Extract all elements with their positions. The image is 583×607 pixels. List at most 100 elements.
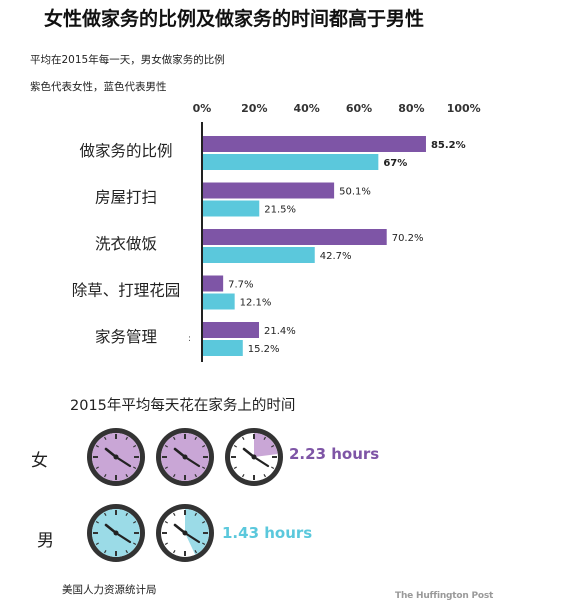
category-label: 做家务的比例 (79, 142, 172, 160)
clock-tick (133, 542, 137, 546)
clock-tick (125, 512, 129, 516)
data-label: 85.2% (431, 140, 466, 151)
clock-pictogram (87, 428, 283, 562)
category-label: 洗衣做饭 (95, 235, 157, 253)
stray-mark: : (188, 334, 192, 344)
clock-tick (133, 444, 137, 448)
clock-center (113, 454, 119, 460)
clock-center (182, 454, 188, 460)
data-label: 21.4% (264, 326, 296, 337)
male-label: 男 (37, 531, 54, 551)
data-label: 42.7% (320, 251, 352, 262)
clock-tick (241, 436, 245, 440)
clock-tick (202, 542, 206, 546)
clock-minute-hand (114, 531, 132, 544)
clock-tick (125, 436, 129, 440)
clock-tick (172, 512, 176, 516)
clock-center (251, 454, 257, 460)
clock-tick (241, 474, 245, 478)
clock-icon (225, 428, 283, 486)
x-tick-label: 80% (398, 102, 424, 115)
clock-tick (172, 550, 176, 554)
chart-title: 女性做家务的比例及做家务的时间都高于男性 (44, 8, 425, 30)
clock-tick (271, 444, 275, 448)
male-hours: 1.43 hours (222, 524, 313, 542)
clock-icon (87, 428, 145, 486)
clock-tick (164, 466, 168, 470)
bar (203, 229, 387, 245)
clock-tick (271, 466, 275, 470)
clock-tick (103, 512, 107, 516)
x-tick-label: 0% (193, 102, 212, 115)
bar (203, 322, 260, 338)
clock-tick (95, 444, 99, 448)
bar (203, 136, 426, 152)
clock-minute-hand (114, 455, 132, 468)
clock-tick (103, 436, 107, 440)
clock-tick (95, 542, 99, 546)
bar (203, 182, 335, 199)
clock-tick (164, 444, 168, 448)
clock-minute-hand (183, 455, 201, 468)
color-legend-note: 紫色代表女性，蓝色代表男性 (30, 81, 167, 93)
clock-tick (194, 512, 198, 516)
clock-tick (202, 444, 206, 448)
data-label: 7.7% (228, 280, 253, 291)
data-label: 15.2% (248, 344, 280, 355)
clock-tick (172, 436, 176, 440)
clock-fill-wedge (254, 433, 278, 457)
category-label: 除草、打理花园 (72, 282, 181, 300)
clock-tick (103, 550, 107, 554)
bar (203, 293, 235, 310)
clock-tick (202, 466, 206, 470)
clock-minute-hand (183, 531, 201, 544)
x-tick-label: 40% (294, 102, 320, 115)
clock-center (113, 530, 119, 536)
clock-tick (233, 444, 237, 448)
clock-center (182, 530, 188, 536)
clock-tick (95, 466, 99, 470)
bar (203, 200, 260, 217)
female-hours: 2.23 hours (289, 445, 380, 463)
clock-tick (125, 474, 129, 478)
clock-tick (125, 550, 129, 554)
clock-icon (156, 504, 214, 562)
clock-tick (194, 474, 198, 478)
clock-tick (172, 474, 176, 478)
publisher-credit: The Huffington Post (395, 591, 494, 601)
clock-tick (194, 436, 198, 440)
data-label: 21.5% (264, 205, 296, 216)
clock-tick (133, 520, 137, 524)
data-label: 70.2% (392, 233, 424, 244)
x-tick-label: 60% (346, 102, 372, 115)
clock-tick (202, 520, 206, 524)
clock-tick (133, 466, 137, 470)
clock-tick (233, 466, 237, 470)
time-section-title: 2015年平均每天花在家务上的时间 (70, 398, 296, 414)
bar (203, 275, 224, 292)
data-label: 50.1% (339, 187, 371, 198)
clock-tick (194, 550, 198, 554)
clock-tick (164, 542, 168, 546)
source-note: 美国人力资源统计局 (62, 584, 157, 596)
x-tick-label: 100% (447, 102, 481, 115)
clock-icon (156, 428, 214, 486)
female-label: 女 (31, 451, 48, 471)
bar (203, 247, 315, 263)
data-label: 12.1% (240, 298, 272, 309)
category-label: 房屋打扫 (95, 189, 157, 207)
clock-icon (87, 504, 145, 562)
clock-tick (103, 474, 107, 478)
data-label: 67% (383, 158, 407, 169)
category-label: 家务管理 (95, 328, 157, 346)
x-tick-label: 20% (241, 102, 267, 115)
clock-minute-hand (252, 455, 270, 468)
clock-tick (95, 520, 99, 524)
clock-tick (164, 520, 168, 524)
bar (203, 154, 379, 170)
bar-chart: 0% 20% 40% 60% 80% 100% 做家务的比例 85.2% 67% 房屋打扫 50.1… (72, 102, 481, 362)
chart-subtitle: 平均在2015年每一天，男女做家务的比例 (30, 54, 225, 66)
clock-tick (263, 436, 267, 440)
bar (203, 340, 243, 356)
clock-tick (263, 474, 267, 478)
